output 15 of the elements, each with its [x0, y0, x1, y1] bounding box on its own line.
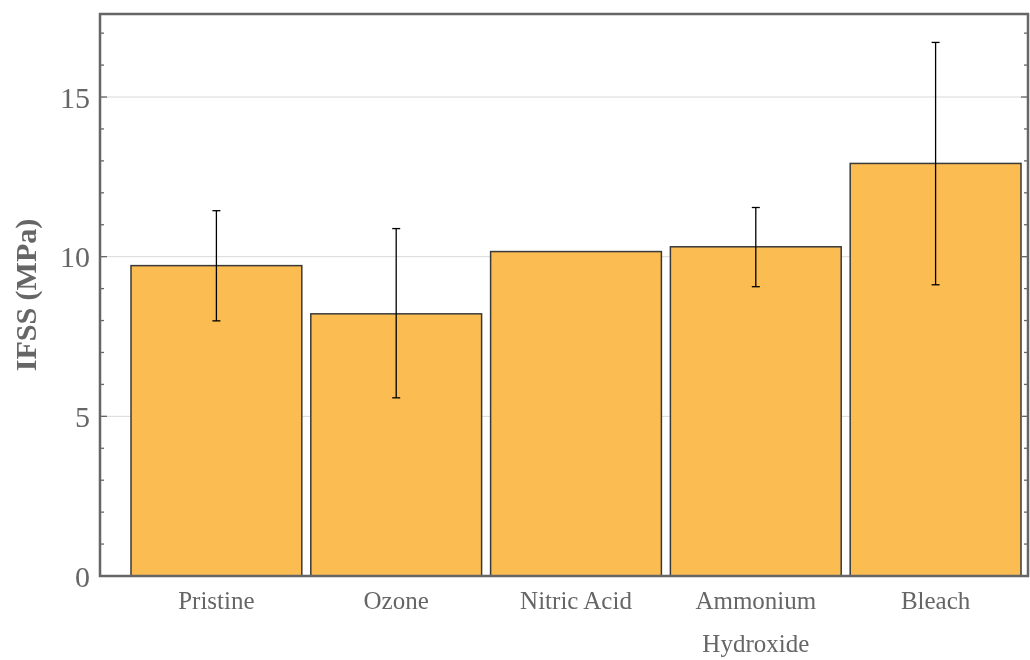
y-tick-label: 5 — [75, 399, 90, 433]
x-tick-label: Ozone — [363, 587, 429, 614]
bar — [130, 264, 303, 577]
bar — [849, 162, 1022, 577]
x-tick-label: Nitric Acid — [520, 587, 633, 614]
y-tick-label: 15 — [60, 80, 90, 114]
x-tick-label: Bleach — [900, 587, 971, 614]
bar — [489, 250, 663, 577]
bar — [310, 313, 483, 577]
x-tick-label: Pristine — [178, 587, 255, 614]
y-tick-label: 10 — [60, 240, 90, 274]
x-tick-label: Ammonium Hydroxide — [695, 587, 817, 657]
y-axis-title: IFSS (MPa) — [9, 218, 43, 372]
bar — [669, 246, 842, 577]
y-tick-label: 0 — [75, 559, 90, 593]
